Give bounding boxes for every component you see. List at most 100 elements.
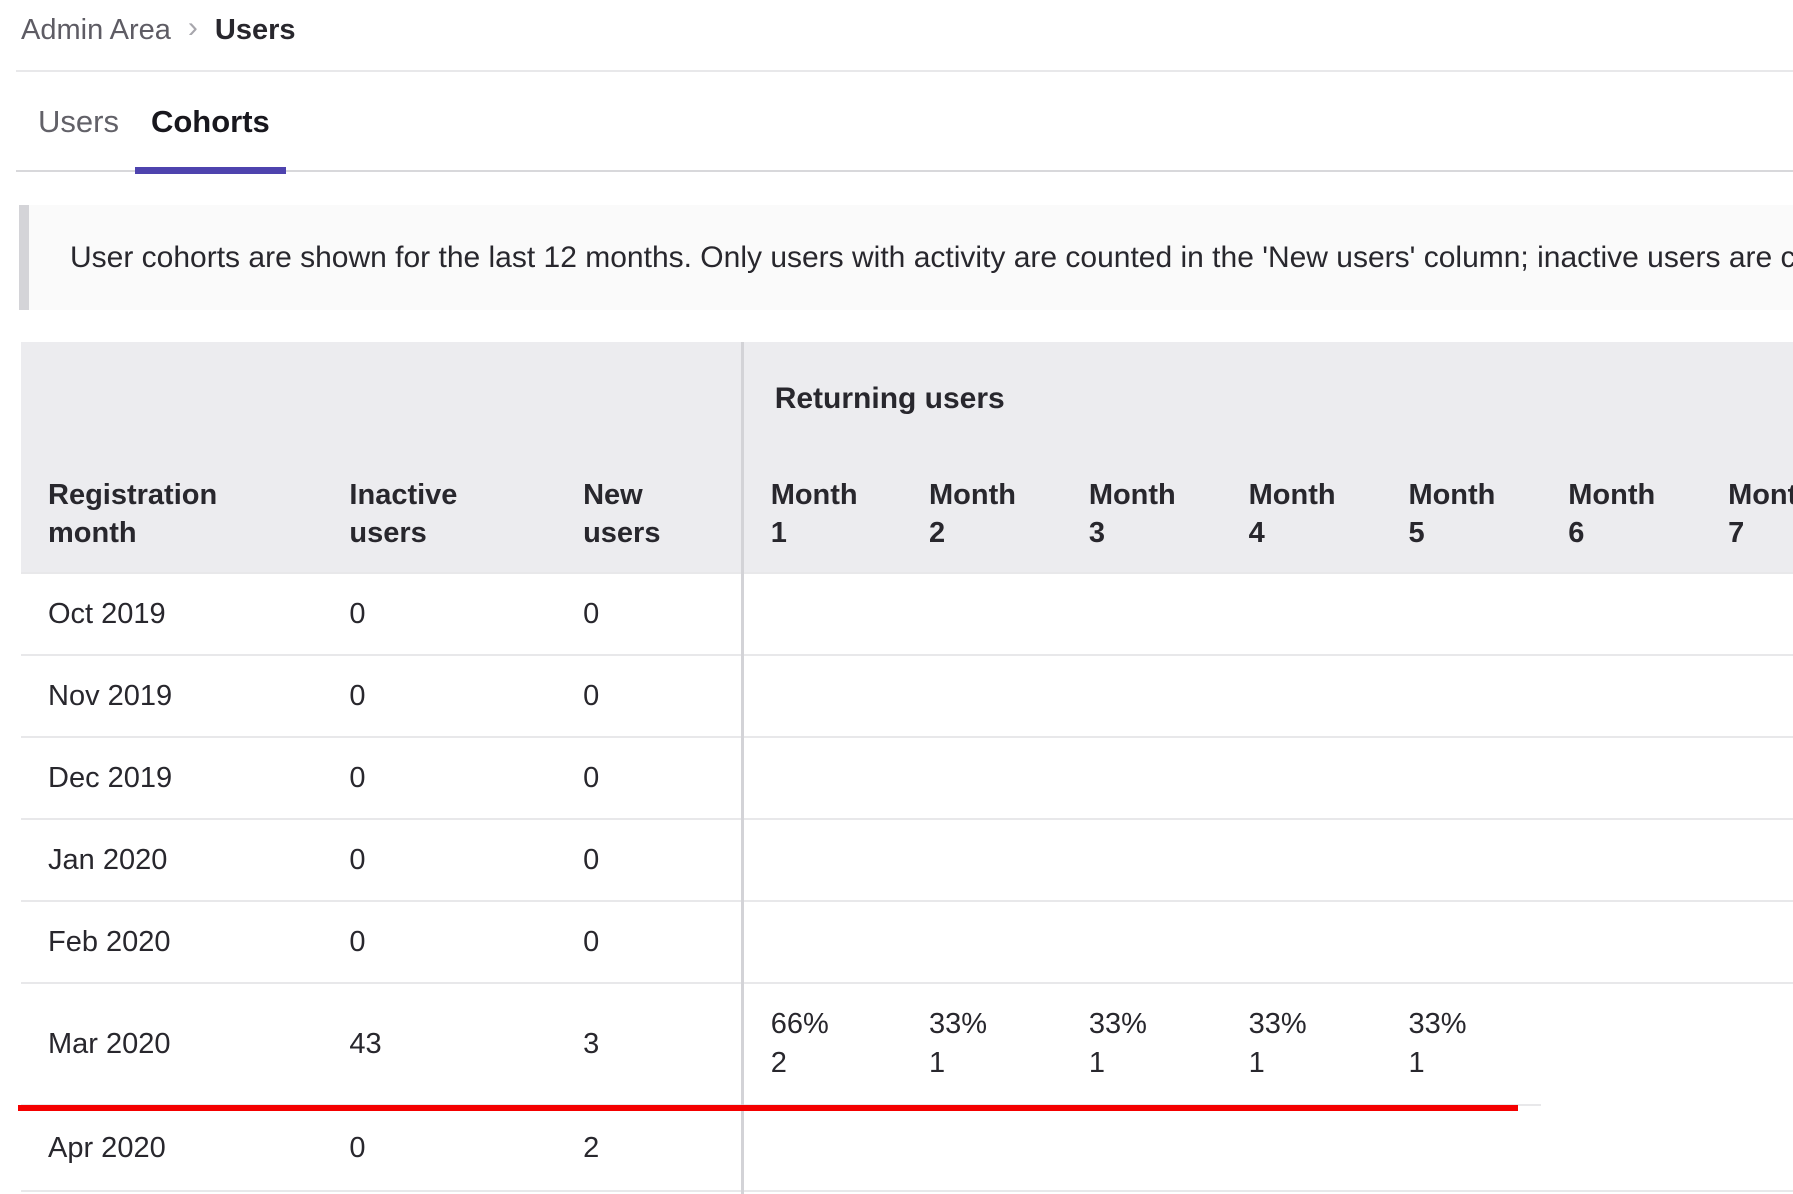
header-spacer — [322, 342, 557, 455]
cohort-cell-empty — [1701, 573, 1793, 656]
registration-month-cell: Feb 2020 — [21, 901, 323, 984]
cohort-cell-empty — [1381, 819, 1542, 902]
registration-month-cell: Nov 2019 — [21, 655, 323, 738]
cohort-cell-empty — [902, 819, 1062, 902]
cohort-percentage: 33% — [1088, 1008, 1147, 1040]
header-inactive-users: Inactive users — [322, 455, 557, 574]
cohort-cell: 66% 2 — [740, 983, 902, 1106]
cohort-cell-empty — [1061, 901, 1222, 984]
header-month-4: Month 4 — [1221, 455, 1382, 574]
cohort-cell-empty — [1221, 655, 1382, 738]
table-row: Feb 2020 0 0 — [21, 901, 1793, 984]
cohort-count: 1 — [1248, 1047, 1265, 1079]
inactive-users-cell: 0 — [322, 901, 557, 984]
cohort-cell-empty — [1381, 1105, 1542, 1192]
new-users-cell: 0 — [556, 655, 743, 738]
tab-users[interactable]: Users — [38, 104, 119, 139]
cohort-count: 2 — [770, 1047, 787, 1079]
cohort-percentage: 33% — [929, 1008, 988, 1040]
table-row: Apr 2020 0 2 — [21, 1105, 1793, 1192]
registration-month-cell: Dec 2019 — [21, 737, 323, 820]
cohort-cell-empty — [1701, 901, 1793, 984]
cohort-cell-empty — [1381, 737, 1542, 820]
cohort-cell-empty — [1381, 573, 1542, 656]
new-users-cell: 0 — [556, 573, 743, 656]
cohort-percentage: 33% — [1408, 1008, 1467, 1040]
registration-month-cell: Jan 2020 — [21, 819, 323, 902]
inactive-users-cell: 0 — [322, 737, 557, 820]
cohort-cell-empty — [902, 655, 1062, 738]
cohorts-table: Returning users Registration month Inact… — [21, 342, 1793, 1194]
cohort-cell-empty — [740, 1191, 902, 1194]
cohort-cell-empty — [1541, 655, 1702, 738]
table-row: Nov 2019 0 0 — [21, 655, 1793, 738]
table-row-partial — [21, 1191, 1793, 1194]
breadcrumb-item-admin-area[interactable]: Admin Area — [21, 13, 171, 46]
header-spacer — [21, 342, 323, 455]
cohort-cell-empty — [1541, 819, 1702, 902]
header-returning-users: Returning users — [740, 342, 1793, 455]
header-new-users: New users — [556, 455, 743, 574]
header-month-6: Month 6 — [1541, 455, 1702, 574]
cohort-cell-empty — [1221, 737, 1382, 820]
cohort-cell-empty — [1221, 901, 1382, 984]
breadcrumb-divider — [16, 70, 1793, 72]
cohort-cell-empty — [740, 901, 902, 984]
cohort-cell-empty — [1541, 573, 1702, 656]
table-header-row: Registration month Inactive users New us… — [21, 455, 1793, 574]
tab-cohorts[interactable]: Cohorts — [134, 72, 286, 174]
cohort-cell-empty — [740, 573, 902, 656]
cohort-cell-empty — [1541, 737, 1702, 820]
header-spacer — [556, 342, 743, 455]
header-month-5: Month 5 — [1381, 455, 1542, 574]
cohort-cell-empty — [902, 573, 1062, 656]
cohort-cell-empty — [1381, 901, 1542, 984]
header-month-7: Month 7 — [1701, 455, 1793, 574]
registration-month-cell: Mar 2020 — [21, 983, 323, 1106]
new-users-cell: 0 — [556, 737, 743, 820]
info-banner-text: User cohorts are shown for the last 12 m… — [70, 240, 1793, 274]
cohort-cell-empty — [902, 737, 1062, 820]
header-month-3: Month 3 — [1061, 455, 1222, 574]
cohort-cell-empty — [1061, 737, 1222, 820]
inactive-users-cell: 0 — [322, 573, 557, 656]
cohort-cell-empty — [1061, 655, 1222, 738]
inactive-users-cell: 0 — [322, 655, 557, 738]
active-tab-indicator — [134, 167, 286, 174]
cohort-count: 1 — [1408, 1047, 1425, 1079]
inactive-users-cell: 0 — [322, 1105, 557, 1192]
cohort-cell-empty — [740, 737, 902, 820]
cohort-percentage: 33% — [1248, 1008, 1307, 1040]
cohort-cell-empty — [740, 655, 902, 738]
table-row: Dec 2019 0 0 — [21, 737, 1793, 820]
cohort-cell-empty — [1541, 901, 1702, 984]
tabs: Users Cohorts — [0, 72, 1793, 174]
cohort-count: 1 — [929, 1047, 946, 1079]
cohort-cell-empty — [740, 819, 902, 902]
header-registration-month: Registration month — [21, 455, 323, 574]
inactive-users-cell: 0 — [322, 819, 557, 902]
cohort-cell: 33% 1 — [1381, 983, 1542, 1106]
new-users-cell: 0 — [556, 819, 743, 902]
registration-month-cell: Apr 2020 — [21, 1105, 323, 1192]
cohort-cell: 33% 1 — [902, 983, 1062, 1106]
cohorts-table-container: Returning users Registration month Inact… — [21, 342, 1793, 1194]
cohort-cell-empty — [1061, 819, 1222, 902]
cohort-cell-empty — [1701, 1105, 1793, 1192]
info-banner: User cohorts are shown for the last 12 m… — [19, 205, 1793, 310]
table-row: Mar 2020 43 3 66% 2 33% 1 33% 1 33% 1 — [21, 983, 1793, 1106]
cohort-cell-empty — [1701, 819, 1793, 902]
cohort-cell-empty — [1221, 573, 1382, 656]
table-row: Oct 2019 0 0 — [21, 573, 1793, 656]
cohort-count: 1 — [1088, 1047, 1105, 1079]
cohort-cell-empty — [1701, 737, 1793, 820]
red-annotation-line — [18, 1105, 1518, 1111]
cohort-cell-empty — [1541, 1105, 1702, 1192]
cohort-cell-empty — [902, 901, 1062, 984]
inactive-users-cell: 43 — [322, 983, 557, 1106]
tab-cohorts-label: Cohorts — [150, 104, 270, 139]
cohort-cell: 33% 1 — [1221, 983, 1382, 1106]
cohort-cell-empty — [902, 1105, 1062, 1192]
new-users-cell: 3 — [556, 983, 743, 1106]
cohort-cell: 33% 1 — [1061, 983, 1222, 1106]
